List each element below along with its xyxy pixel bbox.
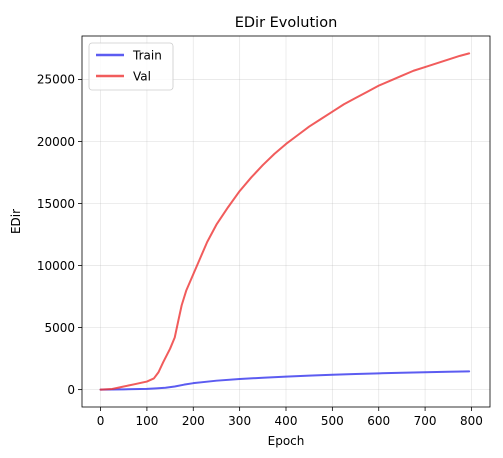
legend-label-train: Train bbox=[132, 49, 162, 63]
x-tick-label: 100 bbox=[135, 414, 158, 428]
x-tick-label: 0 bbox=[97, 414, 105, 428]
y-tick-label: 5000 bbox=[44, 321, 75, 335]
y-tick-label: 25000 bbox=[37, 73, 75, 87]
x-axis-label: Epoch bbox=[268, 434, 305, 448]
y-axis: 0 5000 10000 15000 20000 25000 bbox=[37, 73, 82, 397]
x-tick-label: 800 bbox=[460, 414, 483, 428]
legend: Train Val bbox=[88, 42, 174, 91]
x-tick-label: 300 bbox=[228, 414, 251, 428]
legend-label-val: Val bbox=[133, 70, 151, 84]
y-tick-label: 10000 bbox=[37, 259, 75, 273]
x-tick-label: 200 bbox=[182, 414, 205, 428]
y-tick-label: 15000 bbox=[37, 197, 75, 211]
x-tick-label: 500 bbox=[321, 414, 344, 428]
series-line-val bbox=[99, 52, 471, 391]
series-layer bbox=[99, 52, 471, 391]
grid bbox=[82, 36, 490, 407]
x-tick-label: 400 bbox=[275, 414, 298, 428]
x-tick-label: 700 bbox=[414, 414, 437, 428]
y-tick-label: 0 bbox=[67, 383, 75, 397]
chart-title: EDir Evolution bbox=[235, 15, 338, 31]
x-tick-label: 600 bbox=[367, 414, 390, 428]
x-axis: 0 100 200 300 400 500 600 700 800 bbox=[97, 407, 483, 428]
y-axis-label: EDir bbox=[9, 209, 23, 234]
series-line-train bbox=[99, 370, 471, 391]
y-tick-label: 20000 bbox=[37, 135, 75, 149]
